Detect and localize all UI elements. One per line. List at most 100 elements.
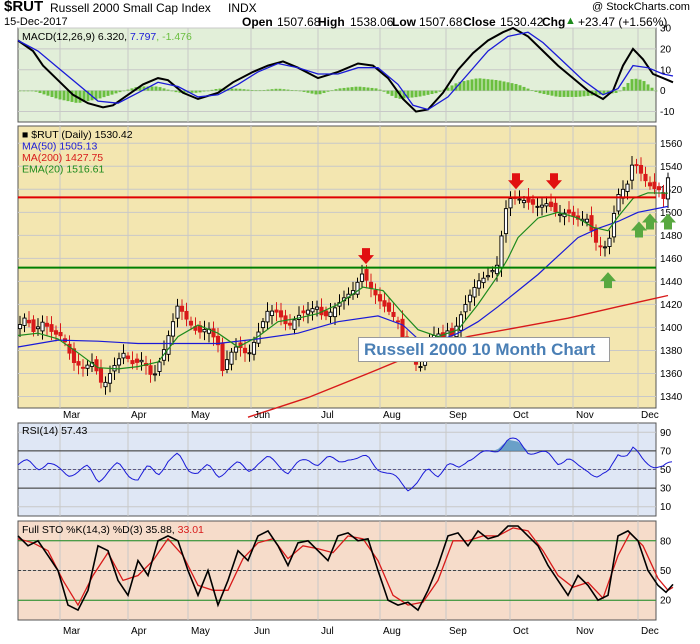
macd-histogram-bar: [50, 90, 54, 98]
price-y-tick-label: 1460: [660, 254, 683, 265]
price-legend-entry: MA(200) 1427.75: [22, 152, 103, 164]
macd-histogram-bar: [550, 90, 554, 96]
rsi-y-tick-label: 50: [660, 465, 672, 476]
macd-histogram-bar: [38, 90, 42, 94]
macd-histogram-bar: [266, 89, 270, 91]
sto-d-line: [17, 527, 674, 607]
macd-histogram-bar: [366, 87, 370, 91]
price-candle-body: [535, 205, 540, 208]
macd-histogram-bar: [462, 81, 466, 91]
price-candle-body: [359, 273, 365, 282]
green-up-arrow-icon: [660, 213, 676, 230]
macd-histogram-bar: [546, 90, 550, 95]
price-candle-body: [80, 366, 86, 369]
price-candle-body: [175, 305, 180, 319]
macd-histogram-bar: [390, 90, 394, 96]
macd-histogram-bar: [326, 90, 330, 92]
macd-histogram-bar: [270, 89, 274, 91]
price-candle-body: [521, 200, 527, 204]
macd-histogram-bar: [562, 90, 566, 97]
price-candle-body: [530, 199, 536, 205]
price-candle-body: [170, 321, 176, 337]
macd-histogram-bar: [18, 90, 22, 92]
macd-histogram-bar: [290, 90, 294, 91]
macd-histogram-bar: [234, 88, 238, 91]
price-candle-body: [310, 308, 315, 313]
macd-histogram-bar: [98, 90, 102, 99]
price-candle-body: [589, 215, 594, 231]
macd-histogram-bar: [330, 90, 334, 92]
macd-histogram-bar: [70, 90, 74, 102]
macd-histogram-bar: [522, 86, 526, 91]
red-down-arrow-icon: [508, 173, 524, 190]
macd-macd-line: [17, 26, 674, 113]
macd-histogram-bar: [82, 90, 86, 102]
macd-histogram-bar: [46, 90, 50, 96]
price-candle-body: [71, 348, 77, 363]
price-candle-body: [481, 277, 486, 284]
rsi-y-tick-label: 90: [660, 428, 672, 439]
price-candle-body: [211, 328, 216, 338]
change-up-icon: ▲: [565, 15, 576, 27]
macd-histogram-bar: [542, 90, 546, 95]
price-y-tick-label: 1560: [660, 139, 683, 150]
macd-histogram-bar: [278, 88, 282, 91]
macd-histogram-bar: [178, 90, 182, 93]
ma200-line: [247, 294, 669, 418]
x-tick-label-bottom: Jul: [321, 626, 334, 637]
macd-histogram-bar: [554, 90, 558, 97]
macd-panel-bg: [17, 27, 657, 123]
price-candle-body: [472, 286, 477, 298]
price-candle-body: [265, 310, 270, 323]
rsi-y-tick-label: 70: [660, 446, 672, 457]
price-candle-body: [368, 281, 374, 289]
macd-histogram-bar: [494, 80, 498, 91]
price-candle-body: [166, 335, 171, 355]
macd-histogram-bar: [106, 90, 110, 96]
macd-histogram-bar: [574, 90, 578, 97]
price-candle-body: [233, 346, 239, 353]
macd-histogram-bar: [650, 87, 654, 91]
red-down-arrow-icon: [358, 248, 374, 265]
price-y-tick-label: 1440: [660, 277, 683, 288]
macd-histogram-bar: [42, 90, 46, 95]
price-candle-body: [305, 309, 311, 315]
price-y-tick-label: 1360: [660, 369, 683, 380]
price-candle-body: [256, 331, 261, 344]
x-tick-label-top: Nov: [576, 410, 594, 421]
price-candle-body: [301, 310, 306, 314]
macd-histogram-bar: [86, 90, 90, 102]
macd-histogram-bar: [646, 84, 650, 91]
price-candle-body: [485, 275, 491, 278]
x-tick-label-bottom: May: [191, 626, 210, 637]
macd-histogram-bar: [478, 78, 482, 91]
price-candle-body: [652, 181, 657, 190]
macd-histogram-bar: [158, 87, 162, 91]
price-candle-body: [377, 294, 383, 302]
sto-y-tick-label: 20: [660, 596, 672, 607]
price-candle-body: [355, 281, 360, 295]
macd-histogram-bar: [58, 90, 62, 100]
macd-histogram-bar: [166, 89, 170, 91]
x-tick-label-top: Jun: [254, 410, 270, 421]
x-tick-label-top: Apr: [131, 410, 147, 421]
change-value: +23.47 (+1.56%): [578, 15, 668, 29]
macd-histogram-bar: [602, 90, 606, 95]
price-y-tick-label: 1500: [660, 208, 683, 219]
price-candle-body: [314, 306, 320, 310]
macd-histogram-bar: [350, 87, 354, 91]
open-label: Open: [242, 15, 273, 29]
x-tick-label-top: Dec: [641, 410, 659, 421]
price-candle-body: [157, 361, 162, 372]
macd-histogram-bar: [302, 90, 306, 92]
open-value: 1507.68: [277, 15, 321, 29]
macd-histogram-bar: [274, 88, 278, 91]
price-candle-body: [391, 311, 396, 317]
price-candle-body: [490, 270, 495, 273]
price-candle-body: [548, 201, 554, 208]
macd-histogram-bar: [310, 90, 314, 94]
macd-histogram-bar: [458, 81, 462, 91]
price-candle-body: [229, 351, 234, 365]
macd-histogram-bar: [614, 90, 618, 93]
